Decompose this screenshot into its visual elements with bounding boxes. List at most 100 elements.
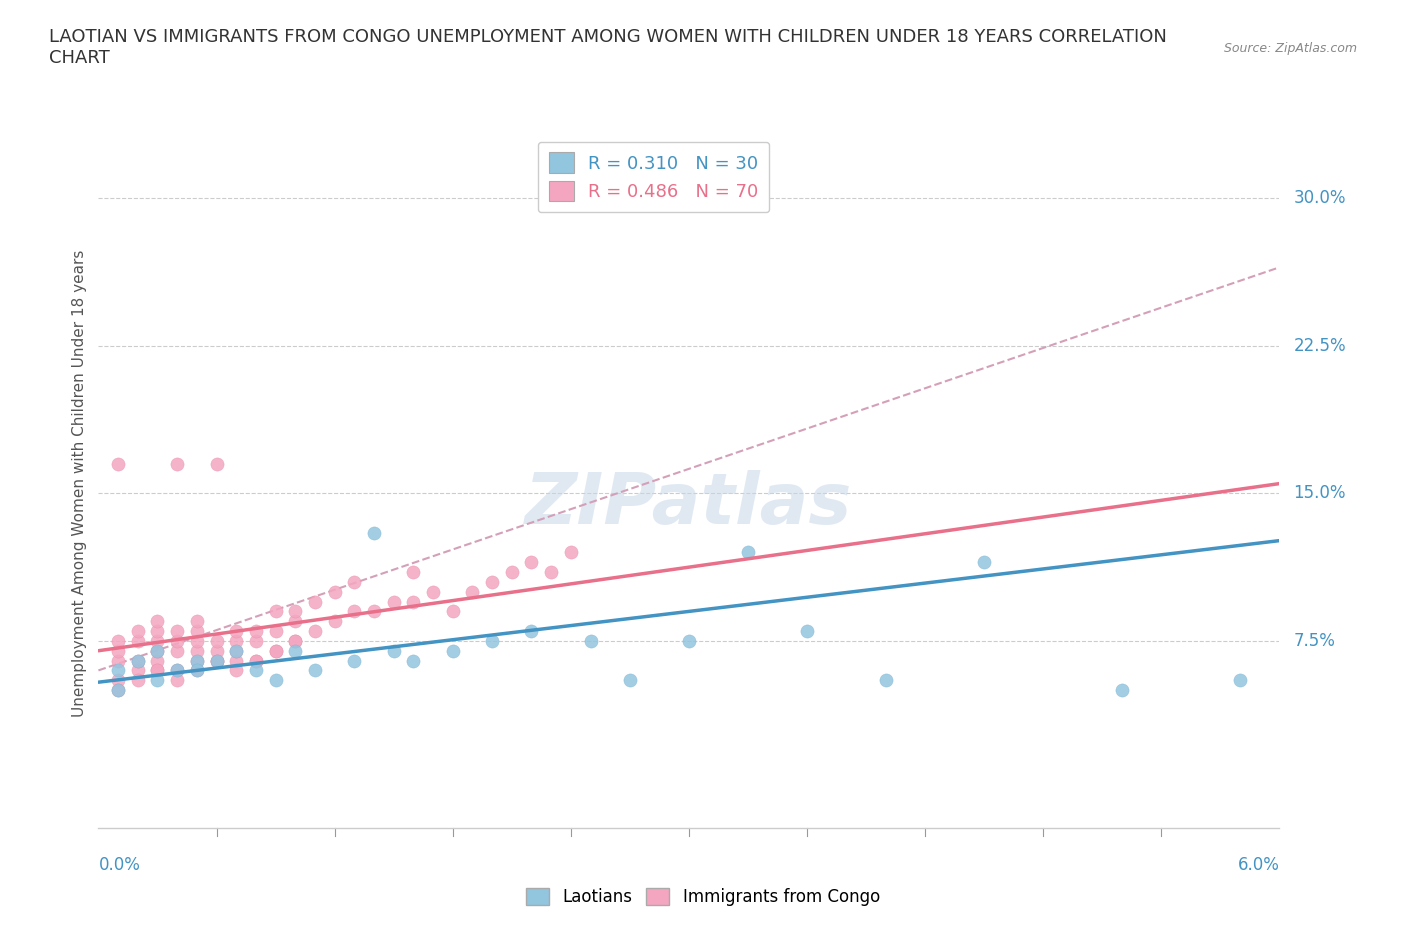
Text: 15.0%: 15.0%	[1294, 485, 1346, 502]
Point	[304, 663, 326, 678]
Point	[1111, 683, 1133, 698]
Point	[127, 672, 149, 687]
Point	[146, 644, 169, 658]
Point	[579, 633, 602, 648]
Point	[205, 457, 228, 472]
Point	[264, 604, 287, 618]
Point	[540, 565, 562, 579]
Point	[284, 614, 307, 629]
Point	[205, 653, 228, 668]
Point	[107, 683, 129, 698]
Point	[284, 644, 307, 658]
Point	[481, 575, 503, 590]
Point	[166, 624, 188, 639]
Point	[166, 663, 188, 678]
Point	[107, 457, 129, 472]
Point	[186, 663, 208, 678]
Text: 7.5%: 7.5%	[1294, 631, 1336, 650]
Point	[973, 555, 995, 570]
Point	[264, 644, 287, 658]
Point	[382, 594, 405, 609]
Point	[166, 644, 188, 658]
Point	[402, 653, 425, 668]
Point	[225, 624, 247, 639]
Point	[205, 633, 228, 648]
Point	[107, 633, 129, 648]
Point	[284, 633, 307, 648]
Point	[441, 604, 464, 618]
Point	[737, 545, 759, 560]
Point	[146, 624, 169, 639]
Point	[186, 633, 208, 648]
Point	[461, 584, 484, 599]
Text: LAOTIAN VS IMMIGRANTS FROM CONGO UNEMPLOYMENT AMONG WOMEN WITH CHILDREN UNDER 18: LAOTIAN VS IMMIGRANTS FROM CONGO UNEMPLO…	[49, 28, 1167, 67]
Point	[323, 614, 346, 629]
Point	[323, 584, 346, 599]
Point	[304, 624, 326, 639]
Point	[245, 663, 267, 678]
Point	[619, 672, 641, 687]
Point	[146, 644, 169, 658]
Text: 0.0%: 0.0%	[98, 856, 141, 873]
Point	[186, 653, 208, 668]
Y-axis label: Unemployment Among Women with Children Under 18 years: Unemployment Among Women with Children U…	[72, 250, 87, 717]
Point	[343, 575, 366, 590]
Point	[264, 644, 287, 658]
Point	[225, 644, 247, 658]
Point	[1229, 672, 1251, 687]
Point	[422, 584, 444, 599]
Point	[245, 653, 267, 668]
Point	[520, 555, 543, 570]
Point	[146, 672, 169, 687]
Point	[186, 614, 208, 629]
Legend: Laotians, Immigrants from Congo: Laotians, Immigrants from Congo	[519, 881, 887, 912]
Point	[402, 565, 425, 579]
Point	[127, 633, 149, 648]
Point	[343, 653, 366, 668]
Point	[264, 672, 287, 687]
Point	[146, 614, 169, 629]
Point	[501, 565, 523, 579]
Point	[186, 653, 208, 668]
Point	[166, 672, 188, 687]
Text: 30.0%: 30.0%	[1294, 190, 1346, 207]
Point	[560, 545, 582, 560]
Point	[107, 663, 129, 678]
Point	[678, 633, 700, 648]
Point	[304, 594, 326, 609]
Point	[245, 633, 267, 648]
Text: ZIPatlas: ZIPatlas	[526, 470, 852, 538]
Point	[284, 604, 307, 618]
Point	[107, 644, 129, 658]
Point	[146, 663, 169, 678]
Point	[363, 525, 385, 540]
Point	[146, 653, 169, 668]
Point	[225, 633, 247, 648]
Point	[186, 663, 208, 678]
Point	[166, 663, 188, 678]
Text: Source: ZipAtlas.com: Source: ZipAtlas.com	[1223, 42, 1357, 55]
Point	[205, 653, 228, 668]
Point	[284, 633, 307, 648]
Point	[796, 624, 818, 639]
Point	[127, 663, 149, 678]
Point	[205, 653, 228, 668]
Point	[225, 663, 247, 678]
Point	[402, 594, 425, 609]
Point	[875, 672, 897, 687]
Point	[186, 644, 208, 658]
Point	[363, 604, 385, 618]
Point	[166, 633, 188, 648]
Point	[225, 644, 247, 658]
Point	[186, 624, 208, 639]
Point	[245, 624, 267, 639]
Point	[264, 624, 287, 639]
Point	[481, 633, 503, 648]
Point	[107, 653, 129, 668]
Text: 22.5%: 22.5%	[1294, 337, 1346, 355]
Point	[146, 663, 169, 678]
Point	[520, 624, 543, 639]
Point	[205, 644, 228, 658]
Point	[127, 653, 149, 668]
Point	[225, 653, 247, 668]
